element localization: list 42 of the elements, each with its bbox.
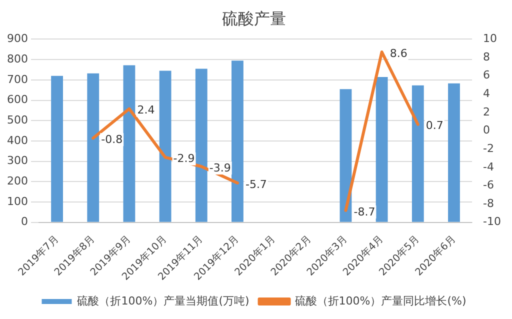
y-tick-label: 400 [6,134,28,147]
data-label: 2.4 [137,104,155,117]
y-tick-label: 500 [6,113,28,126]
bar [412,85,424,222]
data-label: 8.6 [390,46,408,60]
y2-tick-label: -6 [483,178,494,192]
y-tick-label: 100 [6,194,28,208]
y2-tick-label: -2 [483,142,494,155]
bar [87,73,100,222]
bar [123,65,136,222]
y2-tick-label: 6 [483,68,490,82]
y-tick-label: 600 [6,93,28,106]
y-tick-label: 200 [6,174,28,188]
data-label: -5.7 [245,178,267,191]
bar [51,76,63,222]
legend-label: 硫酸（折100%）产量当期值(万吨) [77,294,250,308]
bar [340,89,352,222]
y2-tick-label: 2 [483,105,490,118]
data-label: -8.7 [354,205,376,218]
bar [159,70,172,222]
bar [376,77,388,222]
bar [195,68,208,222]
y-tick-label: 900 [6,32,28,46]
bar [448,83,460,222]
chart-title: 硫酸产量 [222,8,286,28]
y2-tick-label: 0 [483,124,490,137]
y2-tick-label: -4 [483,160,494,174]
y-tick-label: 300 [6,154,28,168]
y2-tick-label: 8 [483,50,490,64]
data-label: 0.7 [426,119,444,132]
data-label: -3.9 [209,161,231,174]
y-tick-label: 800 [6,52,28,66]
y2-tick-label: -8 [483,196,494,210]
legend-label: 硫酸（折100%）产量同比增长(%) [294,294,466,308]
y-tick-label: 0 [20,215,28,228]
data-label: -0.8 [101,132,123,146]
y2-tick-label: 10 [483,32,498,46]
y2-tick-label: 4 [483,87,490,100]
bar [232,60,244,222]
y-tick-label: 700 [6,72,28,86]
y2-tick-label: -10 [483,215,501,228]
data-label: -2.9 [173,152,195,166]
